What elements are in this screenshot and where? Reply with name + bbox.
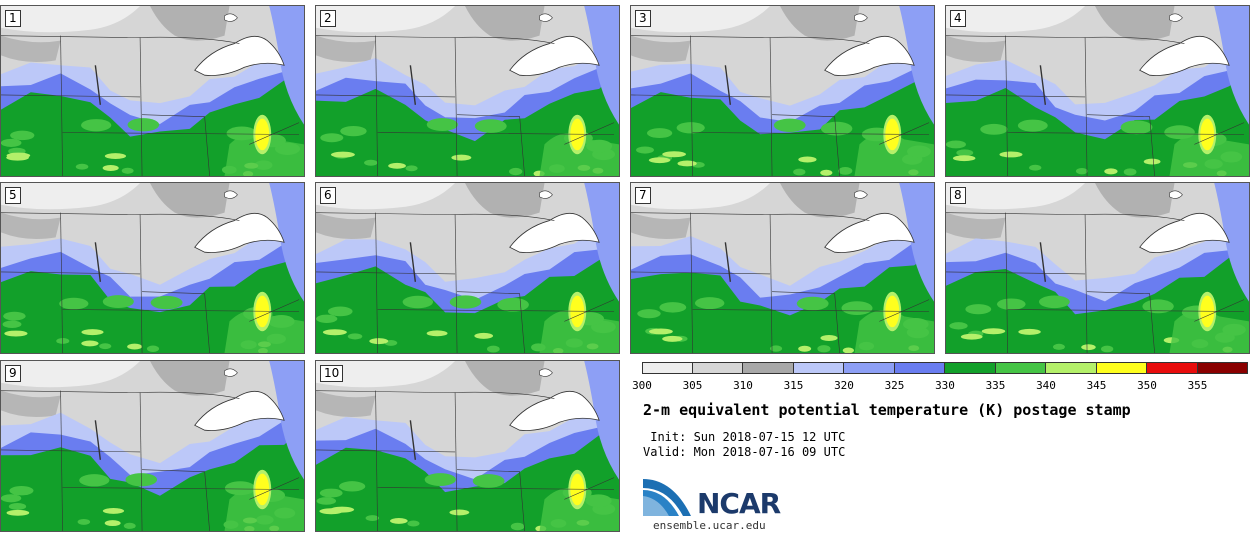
valid-time: Valid: Mon 2018-07-16 09 UTC [643, 445, 846, 459]
colorbar-segment [1046, 362, 1097, 374]
colorbar-tick-label: 320 [834, 379, 854, 392]
ensemble-member-map: 9 [0, 360, 305, 532]
logo-url: ensemble.ucar.edu [653, 519, 766, 532]
ensemble-member-map: 10 [315, 360, 620, 532]
colorbar-tick-label: 330 [935, 379, 955, 392]
ensemble-member-map: 2 [315, 5, 620, 177]
member-number-label: 4 [950, 10, 966, 27]
member-number-label: 5 [5, 187, 21, 204]
colorbar-tick-label: 315 [783, 379, 804, 392]
member-number-label: 2 [320, 10, 336, 27]
colorbar-tick-label: 345 [1086, 379, 1107, 392]
member-number-label: 7 [635, 187, 651, 204]
colorbar-segment [844, 362, 895, 374]
colorbar-tick-label: 340 [1036, 379, 1056, 392]
ncar-logo-text: NCAR [697, 487, 781, 520]
ensemble-member-map: 3 [630, 5, 935, 177]
colorbar-tick-label: 335 [985, 379, 1006, 392]
colorbar-segment [692, 362, 743, 374]
member-number-label: 10 [320, 365, 344, 382]
member-number-label: 3 [635, 10, 651, 27]
colorbar-tick-label: 325 [884, 379, 905, 392]
colorbar [642, 362, 1248, 374]
colorbar-segment [1147, 362, 1198, 374]
colorbar-segment [995, 362, 1046, 374]
colorbar-segment [945, 362, 996, 374]
colorbar-segment [1197, 362, 1248, 374]
ensemble-member-map: 5 [0, 182, 305, 354]
colorbar-segment [1096, 362, 1147, 374]
member-number-label: 6 [320, 187, 336, 204]
colorbar-tick-label: 300 [632, 379, 652, 392]
member-number-label: 8 [950, 187, 966, 204]
figure-title: 2-m equivalent potential temperature (K)… [643, 401, 1131, 419]
colorbar-tick-label: 310 [733, 379, 753, 392]
ensemble-member-map: 4 [945, 5, 1250, 177]
member-number-label: 9 [5, 365, 21, 382]
colorbar-segment [743, 362, 794, 374]
init-time: Init: Sun 2018-07-15 12 UTC [643, 430, 846, 444]
ensemble-member-map: 8 [945, 182, 1250, 354]
ensemble-member-map: 7 [630, 182, 935, 354]
colorbar-tick-label: 355 [1187, 379, 1208, 392]
ncar-logo-icon [643, 479, 691, 516]
colorbar-segment [894, 362, 945, 374]
colorbar-segment [793, 362, 844, 374]
ensemble-member-map: 6 [315, 182, 620, 354]
ensemble-member-map: 1 [0, 5, 305, 177]
colorbar-segment [642, 362, 693, 374]
colorbar-tick-label: 305 [682, 379, 703, 392]
member-number-label: 1 [5, 10, 21, 27]
colorbar-tick-label: 350 [1137, 379, 1157, 392]
